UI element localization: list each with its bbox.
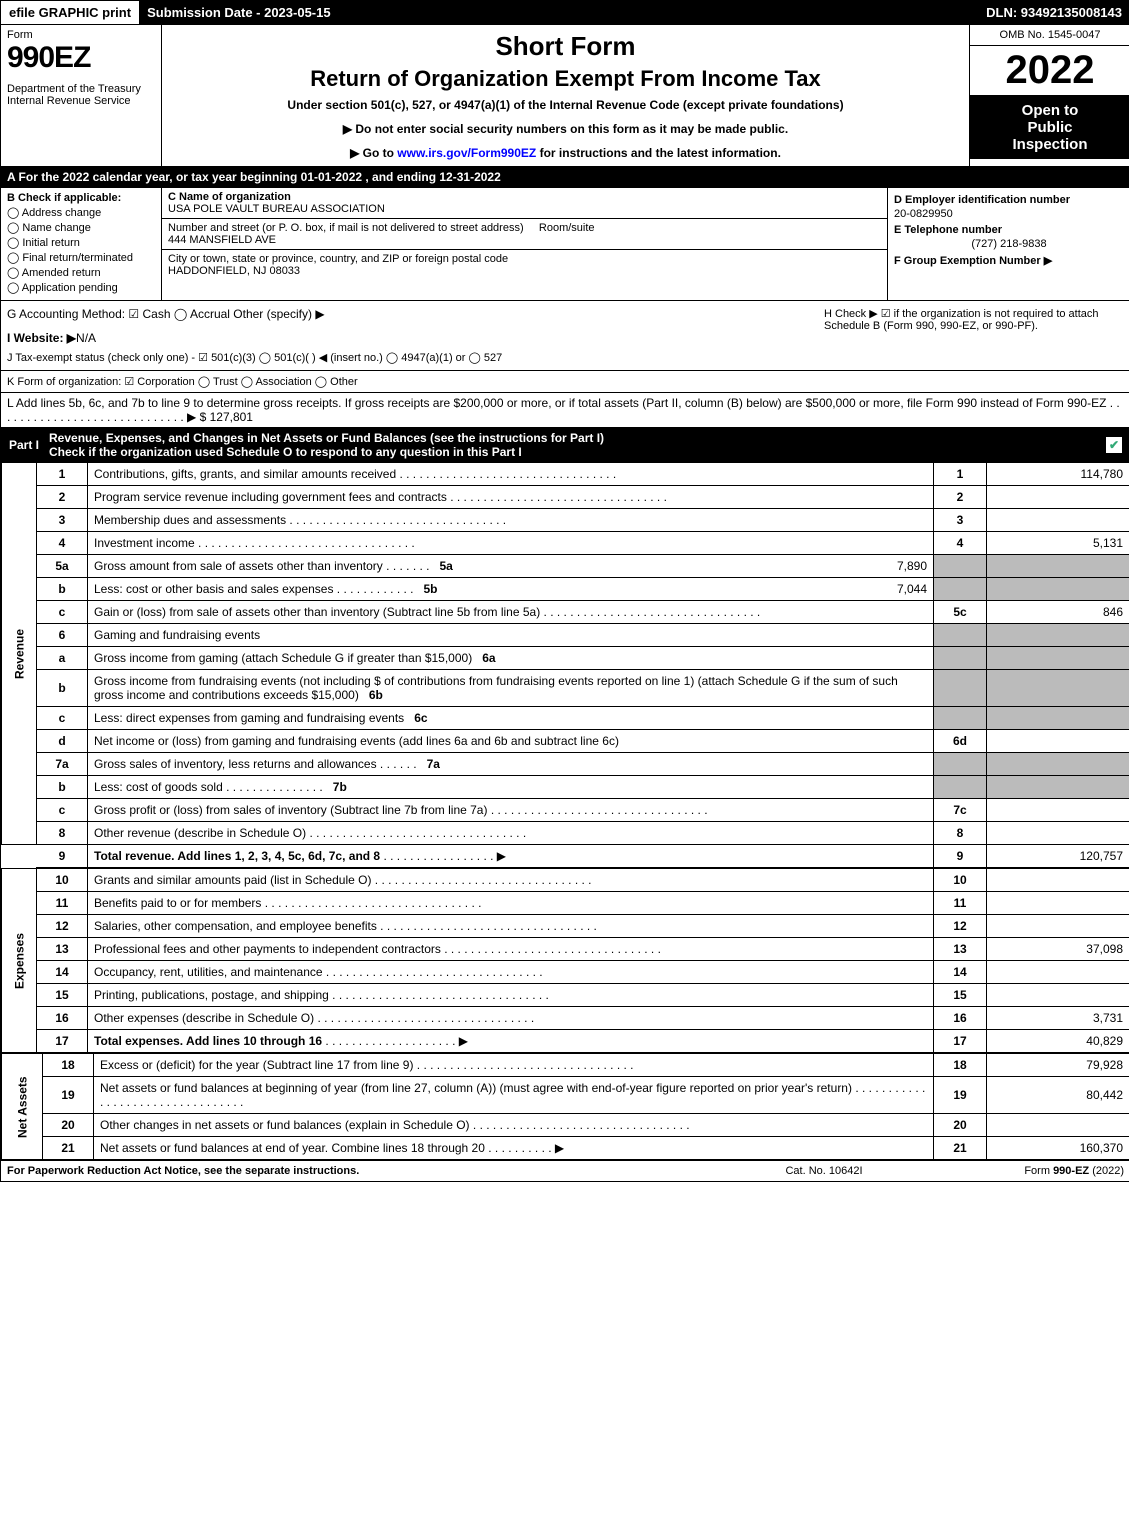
- accounting-method: G Accounting Method: ☑ Cash ◯ Accrual Ot…: [7, 307, 812, 321]
- inspection-badge: Open to Public Inspection: [970, 96, 1129, 159]
- opt-application-pending[interactable]: ◯ Application pending: [7, 281, 155, 294]
- address-cell: Number and street (or P. O. box, if mail…: [162, 219, 887, 250]
- col-d: D Employer identification number 20-0829…: [888, 188, 1129, 300]
- form-number: 990EZ: [7, 41, 155, 75]
- section-k: K Form of organization: ☑ Corporation ◯ …: [1, 370, 1129, 392]
- opt-address-change[interactable]: ◯ Address change: [7, 206, 155, 219]
- section-l: L Add lines 5b, 6c, and 7b to line 9 to …: [1, 392, 1129, 427]
- group-exemption-label: F Group Exemption Number ▶: [894, 254, 1124, 267]
- section-a: A For the 2022 calendar year, or tax yea…: [1, 166, 1129, 187]
- b-label: B Check if applicable:: [7, 192, 155, 204]
- section-g: G Accounting Method: ☑ Cash ◯ Accrual Ot…: [1, 301, 818, 370]
- form-label: Form: [7, 29, 155, 41]
- org-name-cell: C Name of organizationUSA POLE VAULT BUR…: [162, 188, 887, 219]
- org-address: 444 MANSFIELD AVE: [168, 234, 276, 246]
- title-short-form: Short Form: [166, 31, 965, 62]
- net-side-label: Net Assets: [2, 1054, 43, 1160]
- footer-mid: Cat. No. 10642I: [724, 1165, 924, 1177]
- title-main: Return of Organization Exempt From Incom…: [166, 66, 965, 92]
- department: Department of the Treasury Internal Reve…: [7, 83, 155, 107]
- info-box: B Check if applicable: ◯ Address change …: [1, 187, 1129, 300]
- header-mid: Short Form Return of Organization Exempt…: [162, 25, 969, 166]
- instruction-1: ▶ Do not enter social security numbers o…: [166, 122, 965, 136]
- expenses-side-label: Expenses: [2, 869, 37, 1053]
- org-city: HADDONFIELD, NJ 08033: [168, 265, 300, 277]
- irs-link[interactable]: www.irs.gov/Form990EZ: [397, 146, 536, 160]
- footer: For Paperwork Reduction Act Notice, see …: [1, 1160, 1129, 1181]
- revenue-side-label: Revenue: [2, 463, 37, 845]
- ein-value: 20-0829950: [894, 208, 1124, 220]
- footer-right: Form 990-EZ (2022): [924, 1165, 1124, 1177]
- expenses-table: Expenses 10Grants and similar amounts pa…: [1, 868, 1129, 1053]
- section-ghi: G Accounting Method: ☑ Cash ◯ Accrual Ot…: [1, 300, 1129, 370]
- omb-number: OMB No. 1545-0047: [970, 25, 1129, 46]
- tel-label: E Telephone number: [894, 224, 1124, 236]
- header-left: Form 990EZ Department of the Treasury In…: [1, 25, 162, 166]
- part-1-title: Revenue, Expenses, and Changes in Net As…: [49, 431, 1106, 459]
- opt-final-return[interactable]: ◯ Final return/terminated: [7, 251, 155, 264]
- opt-initial-return[interactable]: ◯ Initial return: [7, 236, 155, 249]
- city-cell: City or town, state or province, country…: [162, 250, 887, 280]
- header-right: OMB No. 1545-0047 2022 Open to Public In…: [969, 25, 1129, 166]
- ein-label: D Employer identification number: [894, 194, 1124, 206]
- col-b: B Check if applicable: ◯ Address change …: [1, 188, 161, 300]
- col-c: C Name of organizationUSA POLE VAULT BUR…: [161, 188, 888, 300]
- part-1-bar: Part I Revenue, Expenses, and Changes in…: [1, 427, 1129, 462]
- net-assets-table: Net Assets 18Excess or (deficit) for the…: [1, 1053, 1129, 1160]
- section-h: H Check ▶ ☑ if the organization is not r…: [818, 301, 1129, 370]
- footer-left: For Paperwork Reduction Act Notice, see …: [7, 1165, 724, 1177]
- top-bar: efile GRAPHIC print Submission Date - 20…: [1, 1, 1129, 24]
- tax-year: 2022: [970, 46, 1129, 96]
- part-1-label: Part I: [9, 438, 39, 452]
- part-1-checkbox[interactable]: ✔: [1106, 437, 1122, 453]
- revenue-table: Revenue 1Contributions, gifts, grants, a…: [1, 462, 1129, 868]
- efile-label: efile GRAPHIC print: [1, 1, 139, 24]
- website-value: N/A: [76, 331, 96, 345]
- opt-name-change[interactable]: ◯ Name change: [7, 221, 155, 234]
- header: Form 990EZ Department of the Treasury In…: [1, 24, 1129, 166]
- dln: DLN: 93492135008143: [978, 1, 1129, 24]
- tax-exempt-status: J Tax-exempt status (check only one) - ☑…: [7, 351, 812, 364]
- tel-value: (727) 218-9838: [894, 238, 1124, 250]
- submission-date: Submission Date - 2023-05-15: [139, 1, 339, 24]
- opt-amended-return[interactable]: ◯ Amended return: [7, 266, 155, 279]
- instruction-2: ▶ Go to www.irs.gov/Form990EZ for instru…: [166, 146, 965, 160]
- website-label: I Website: ▶: [7, 331, 76, 345]
- org-name: USA POLE VAULT BUREAU ASSOCIATION: [168, 203, 385, 215]
- subtitle: Under section 501(c), 527, or 4947(a)(1)…: [166, 98, 965, 112]
